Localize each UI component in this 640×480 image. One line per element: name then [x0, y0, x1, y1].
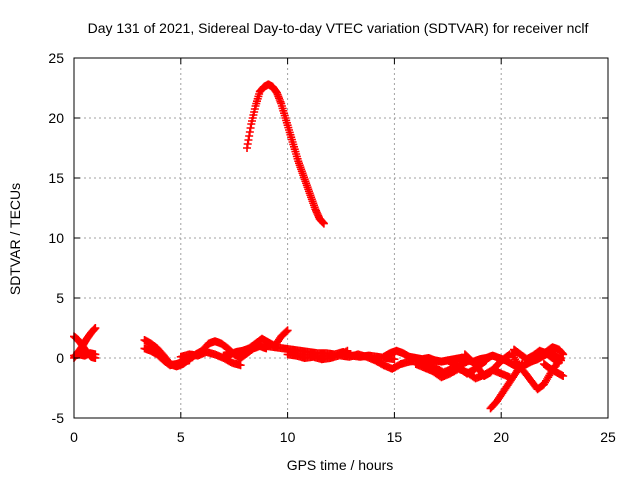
- data-point: [91, 324, 100, 332]
- series-arc-19: [535, 343, 568, 360]
- y-tick-label: 5: [56, 290, 64, 306]
- data-point: [91, 350, 100, 359]
- series-arc-03: [70, 349, 100, 360]
- x-axis-label: GPS time / hours: [287, 457, 394, 473]
- x-tick-label: 5: [177, 429, 185, 445]
- y-tick-label: 25: [48, 50, 64, 66]
- y-tick-label: 0: [56, 350, 64, 366]
- y-tick-label: 15: [48, 170, 64, 186]
- x-tick-label: 20: [493, 429, 509, 445]
- series-arc-20: [539, 360, 568, 380]
- series-arc-05: [140, 344, 194, 370]
- series-arc-07: [219, 326, 292, 360]
- data-point: [559, 372, 568, 380]
- data-point: [390, 355, 399, 364]
- chart-title: Day 131 of 2021, Sidereal Day-to-day VTE…: [88, 20, 589, 36]
- data-point: [236, 361, 245, 370]
- data-point: [283, 326, 292, 335]
- x-tick-label: 25: [600, 429, 616, 445]
- y-tick-label: -5: [52, 410, 65, 426]
- axis-layer: 0 5 10 15 20 25 -5 0 5 10 15 20 25: [48, 50, 616, 445]
- series-arc-08: [243, 80, 328, 228]
- series-arc-15: [460, 350, 514, 380]
- data-point: [554, 358, 563, 367]
- x-tick-label: 0: [70, 429, 78, 445]
- x-tick-label: 10: [280, 429, 296, 445]
- y-tick-label: 20: [48, 110, 64, 126]
- data-point: [282, 327, 291, 336]
- series-arc-06: [176, 348, 245, 370]
- data-point: [482, 356, 491, 365]
- x-tick-label: 15: [387, 429, 403, 445]
- data-point: [319, 219, 328, 228]
- data-marks: [70, 80, 568, 413]
- y-tick-label: 10: [48, 230, 64, 246]
- y-axis-label: SDTVAR / TECUs: [7, 183, 23, 295]
- data-point: [559, 350, 568, 359]
- data-point: [481, 357, 490, 366]
